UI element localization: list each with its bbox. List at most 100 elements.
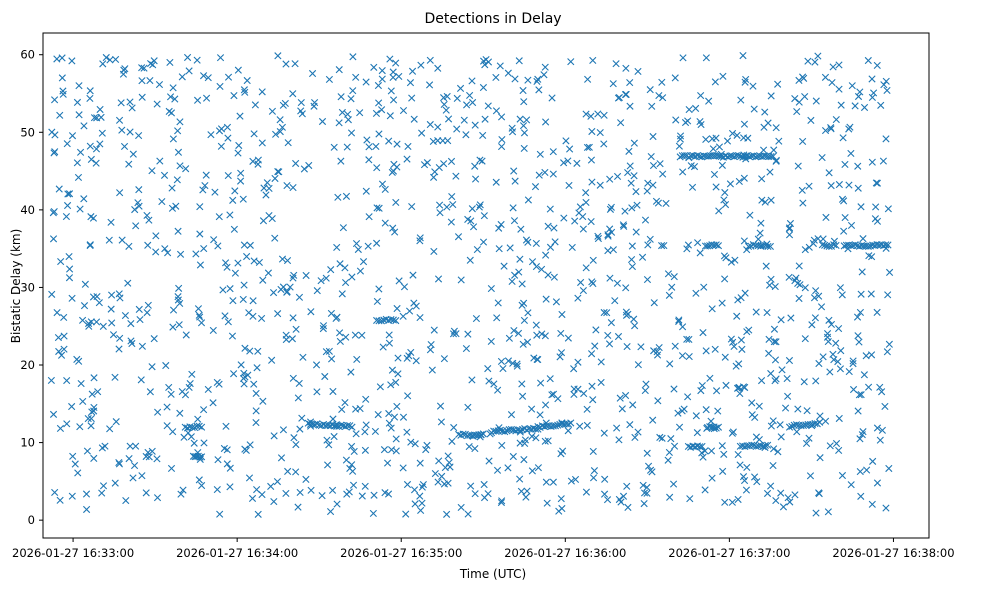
data-point: [289, 274, 297, 282]
data-point: [510, 326, 518, 335]
data-point: [840, 227, 848, 235]
data-point: [728, 498, 736, 506]
data-point: [794, 162, 802, 170]
data-point: [715, 207, 723, 215]
data-point: [289, 314, 297, 322]
data-point: [712, 424, 720, 432]
data-point: [443, 92, 451, 101]
data-point: [171, 95, 179, 103]
data-point: [643, 275, 652, 284]
data-point: [403, 155, 411, 163]
data-point: [570, 365, 578, 373]
data-point: [504, 464, 512, 472]
data-point: [385, 409, 393, 418]
data-point: [765, 335, 773, 343]
data-point: [163, 422, 171, 430]
data-point: [878, 388, 886, 396]
data-point: [373, 239, 381, 247]
data-point: [787, 314, 795, 322]
data-point: [740, 237, 748, 245]
data-point: [857, 203, 865, 211]
data-point: [49, 235, 58, 243]
data-point: [799, 73, 807, 81]
data-point: [748, 441, 756, 449]
data-point: [542, 251, 550, 259]
data-point: [463, 101, 471, 109]
data-point: [165, 383, 173, 392]
data-point: [138, 64, 146, 72]
data-point: [473, 245, 481, 254]
data-point: [624, 310, 632, 318]
data-point: [623, 342, 631, 351]
data-point: [764, 119, 772, 127]
data-point: [196, 203, 204, 211]
data-point: [385, 339, 394, 347]
data-point: [102, 53, 110, 62]
data-point: [882, 77, 890, 85]
data-point: [881, 402, 889, 411]
data-point: [582, 488, 591, 496]
data-point: [825, 316, 833, 324]
data-point: [522, 493, 530, 501]
data-point: [604, 231, 612, 239]
data-point: [255, 258, 263, 267]
data-point: [698, 381, 706, 390]
x-tick-label: 2026-01-27 16:33:00: [12, 546, 134, 560]
data-point: [183, 53, 192, 62]
data-point: [330, 143, 338, 151]
data-point: [356, 267, 365, 275]
data-point: [81, 280, 89, 288]
data-point: [564, 157, 572, 165]
data-point: [223, 446, 231, 454]
data-point: [638, 253, 647, 261]
data-point: [671, 74, 679, 82]
data-point: [349, 87, 357, 95]
data-point: [386, 55, 394, 63]
data-point: [869, 457, 877, 465]
data-point: [443, 510, 451, 518]
data-point: [243, 252, 251, 261]
data-point: [239, 295, 247, 304]
data-point: [405, 307, 414, 315]
data-point: [79, 397, 87, 406]
data-point: [273, 478, 282, 486]
data-point: [480, 212, 488, 220]
data-point: [338, 290, 346, 298]
data-point: [770, 338, 778, 346]
data-point: [855, 391, 863, 399]
data-point: [509, 452, 517, 461]
data-point: [839, 134, 847, 142]
data-point: [678, 352, 687, 360]
data-point: [767, 92, 775, 100]
data-point: [383, 459, 392, 467]
data-point: [408, 202, 416, 211]
data-point: [702, 347, 710, 355]
data-point: [492, 107, 501, 115]
data-point: [744, 134, 752, 142]
data-point: [666, 360, 674, 368]
data-point: [264, 269, 273, 277]
data-point: [727, 258, 735, 266]
data-point: [468, 205, 476, 213]
data-point: [431, 168, 439, 176]
data-point: [223, 460, 231, 468]
data-point: [589, 56, 597, 65]
data-point: [639, 481, 647, 489]
data-point: [246, 441, 254, 449]
data-point: [310, 102, 318, 110]
data-point: [868, 158, 876, 166]
x-tick-label: 2026-01-27 16:37:00: [668, 546, 790, 560]
data-point: [196, 261, 205, 269]
data-point: [587, 156, 596, 164]
data-point: [126, 128, 134, 136]
data-point: [259, 217, 268, 225]
data-point: [741, 289, 749, 297]
data-point: [847, 149, 855, 158]
data-point: [335, 66, 343, 74]
data-point: [614, 332, 623, 341]
data-point: [251, 101, 259, 109]
data-point: [388, 168, 396, 177]
data-point: [649, 416, 657, 424]
data-point: [733, 312, 741, 320]
data-point: [362, 187, 370, 195]
